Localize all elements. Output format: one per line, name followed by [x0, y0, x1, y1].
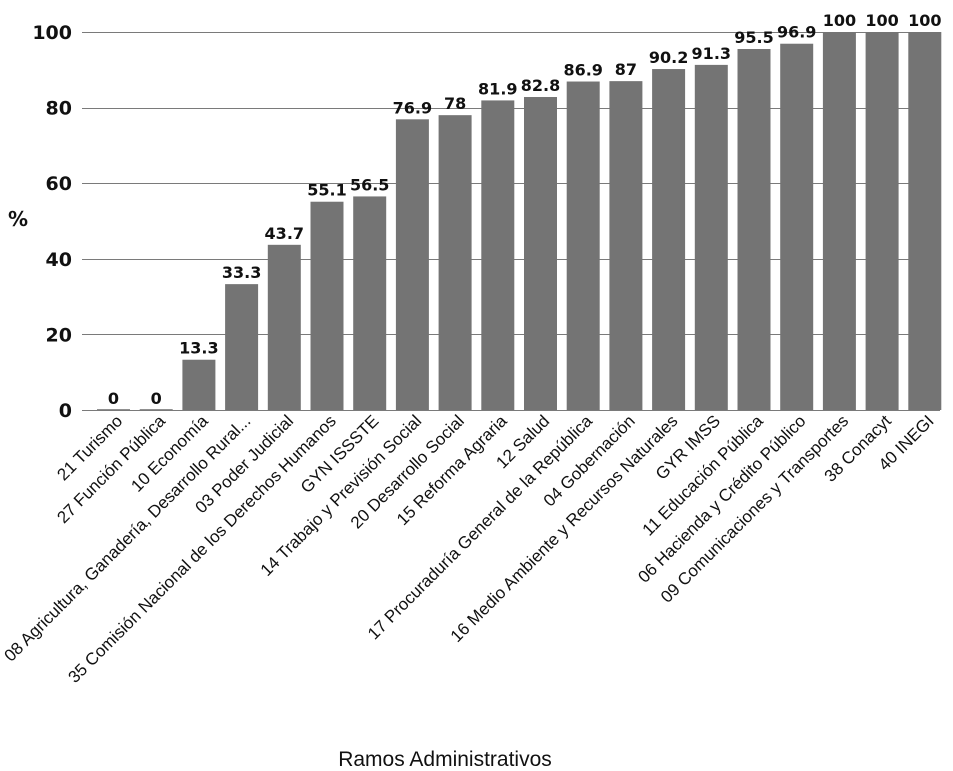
bars — [97, 32, 942, 411]
bar — [609, 81, 643, 410]
data-label: 86.9 — [563, 61, 602, 80]
data-label: 78 — [444, 94, 466, 113]
bar — [908, 32, 942, 410]
data-label: 100 — [865, 11, 898, 30]
data-labels: 0 0 13.3 33.3 43.7 55.1 56.5 76.9 78 81.9 82.886.9… — [108, 11, 942, 408]
bar — [139, 409, 173, 410]
data-label: 56.5 — [350, 175, 389, 194]
bar — [524, 97, 557, 411]
data-label: 87 — [615, 60, 637, 79]
data-label: 100 — [823, 11, 856, 30]
bar — [182, 359, 216, 410]
data-label: 91.3 — [692, 44, 731, 63]
bar — [822, 32, 856, 410]
bar — [481, 100, 515, 410]
bar — [310, 201, 344, 410]
data-label: 55.1 — [307, 181, 346, 200]
bar — [438, 115, 472, 410]
data-label: 0 — [108, 389, 119, 408]
data-label: 96.9 — [777, 23, 816, 42]
bar — [566, 81, 600, 410]
bar — [225, 284, 259, 410]
bar — [267, 244, 301, 410]
bar — [353, 196, 387, 410]
bar — [694, 64, 728, 411]
data-label: 33.3 — [222, 263, 261, 282]
y-axis-label: % — [8, 207, 28, 231]
y-tick-label: 40 — [46, 249, 72, 271]
data-label: 13.3 — [179, 339, 218, 358]
data-label: 76.9 — [393, 98, 432, 117]
data-label: 100 — [908, 11, 941, 30]
bar — [865, 32, 899, 410]
y-tick-label: 80 — [46, 98, 72, 120]
x-axis-title: Ramos Administrativos — [338, 748, 552, 771]
bar — [97, 409, 130, 410]
data-label: 0 — [151, 389, 162, 408]
data-label: 81.9 — [478, 79, 517, 98]
y-tick-label: 60 — [46, 173, 72, 195]
bar — [395, 119, 429, 411]
data-label: 43.7 — [265, 224, 304, 243]
data-label: 82.8 — [521, 76, 560, 95]
bar — [652, 69, 686, 410]
y-axis-ticks: 0 20 40 60 80 100 — [32, 22, 72, 422]
y-tick-label: 0 — [59, 400, 72, 422]
bar — [780, 43, 814, 411]
data-label: 95.5 — [734, 28, 773, 47]
y-tick-label: 100 — [32, 22, 72, 44]
data-label: 90.2 — [649, 48, 688, 67]
y-tick-label: 20 — [46, 324, 72, 346]
bar — [737, 49, 771, 410]
